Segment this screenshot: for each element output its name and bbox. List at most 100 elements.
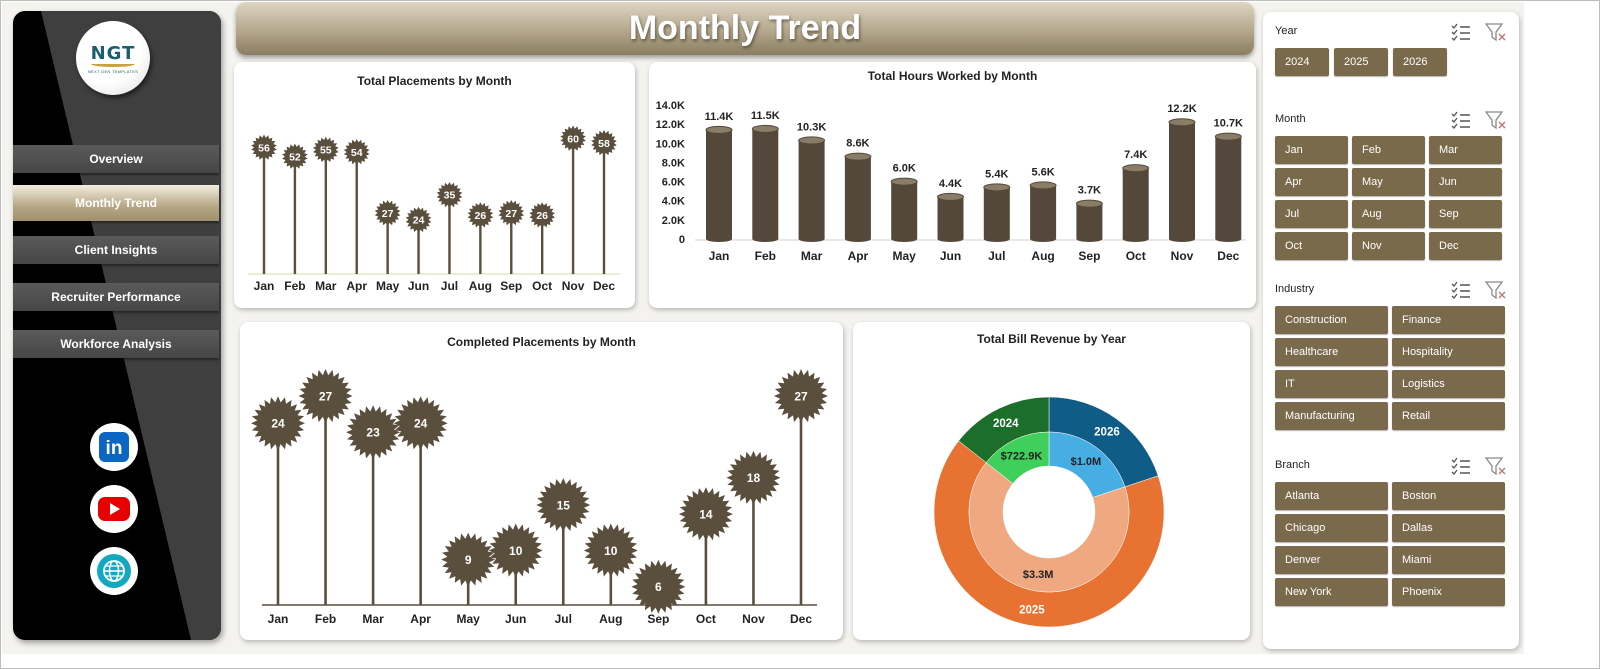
multi-select-icon[interactable] — [1451, 281, 1471, 299]
total-bill-revenue-chart-card: Total Bill Revenue by Year 2026 2025 2024 $… — [853, 322, 1250, 640]
industry-slicer-item[interactable]: Manufacturing — [1275, 402, 1388, 430]
bar[interactable] — [1168, 118, 1196, 242]
branch-slicer-item[interactable]: New York — [1275, 578, 1388, 606]
month-slicer-item[interactable]: Oct — [1275, 232, 1348, 260]
multi-select-icon[interactable] — [1451, 457, 1471, 475]
x-tick-label: Jul — [441, 279, 458, 293]
bar[interactable] — [890, 177, 918, 242]
lollipop-head[interactable] — [346, 405, 401, 460]
industry-slicer-item[interactable]: Hospitality — [1392, 338, 1505, 366]
month-slicer-item[interactable]: Jul — [1275, 200, 1348, 228]
lollipop-head[interactable] — [282, 143, 308, 170]
clear-filter-icon[interactable] — [1485, 456, 1507, 476]
bar[interactable] — [1122, 164, 1150, 242]
lollipop-head[interactable] — [298, 369, 353, 423]
multi-select-icon[interactable] — [1451, 111, 1471, 129]
x-tick-label: May — [457, 612, 481, 626]
lollipop-head[interactable] — [583, 523, 638, 578]
lollipop-head[interactable] — [631, 559, 686, 614]
month-slicer-item[interactable]: Feb — [1352, 136, 1425, 164]
lollipop-head[interactable] — [536, 478, 591, 532]
sidebar-decor — [41, 11, 221, 640]
website-button[interactable] — [90, 547, 138, 595]
branch-slicer-item[interactable]: Phoenix — [1392, 578, 1505, 606]
industry-slicer-item[interactable]: Healthcare — [1275, 338, 1388, 366]
lollipop-head[interactable] — [498, 200, 525, 226]
branch-slicer-item[interactable]: Chicago — [1275, 514, 1388, 542]
clear-filter-icon[interactable] — [1485, 280, 1507, 300]
branch-slicer-item[interactable]: Dallas — [1392, 514, 1505, 542]
industry-slicer-item[interactable]: Retail — [1392, 402, 1505, 430]
month-slicer-item[interactable]: Apr — [1275, 168, 1348, 196]
data-label: 52 — [289, 151, 301, 163]
branch-slicer-item[interactable]: Atlanta — [1275, 482, 1388, 510]
lollipop-head[interactable] — [467, 202, 494, 229]
bar[interactable] — [1029, 181, 1057, 242]
month-slicer-tools — [1451, 110, 1507, 130]
industry-slicer-item[interactable]: Construction — [1275, 306, 1388, 334]
year-slicer-item[interactable]: 2025 — [1334, 48, 1388, 76]
lollipop-head[interactable] — [251, 396, 305, 451]
month-slicer-item[interactable]: Jan — [1275, 136, 1348, 164]
month-slicer-item[interactable]: Jun — [1429, 168, 1502, 196]
month-slicer-item[interactable]: Nov — [1352, 232, 1425, 260]
data-label: 5.6K — [1031, 166, 1054, 178]
bar[interactable] — [705, 125, 733, 242]
month-slicer-item[interactable]: Dec — [1429, 232, 1502, 260]
inner-slice[interactable] — [985, 431, 1050, 484]
ngt-logo[interactable]: NGT NEXT GEN TEMPLATES — [76, 21, 150, 95]
month-slicer-item[interactable]: Sep — [1429, 200, 1502, 228]
bar[interactable] — [798, 136, 826, 242]
bar[interactable] — [1214, 132, 1242, 242]
lollipop-head[interactable] — [374, 200, 401, 226]
bar[interactable] — [844, 152, 872, 242]
month-slicer-item[interactable]: Aug — [1352, 200, 1425, 228]
bar[interactable] — [1075, 199, 1103, 242]
lollipop-head[interactable] — [441, 532, 496, 587]
lollipop-head[interactable] — [678, 487, 733, 542]
branch-slicer-item[interactable]: Boston — [1392, 482, 1505, 510]
year-slicer-item[interactable]: 2026 — [1393, 48, 1447, 76]
lollipop-head[interactable] — [251, 134, 277, 161]
lollipop-head[interactable] — [313, 136, 339, 163]
lollipop-head[interactable] — [405, 206, 432, 233]
lollipop-head[interactable] — [436, 182, 463, 208]
nav-workforce-analysis-button[interactable]: Workforce Analysis — [13, 330, 219, 358]
nav-label: Monthly Trend — [75, 196, 157, 210]
month-slicer-item[interactable]: Mar — [1429, 136, 1502, 164]
branch-slicer-item[interactable]: Miami — [1392, 546, 1505, 574]
data-label: 35 — [444, 190, 456, 202]
inner-slice[interactable] — [968, 462, 1130, 593]
industry-slicer-item[interactable]: Finance — [1392, 306, 1505, 334]
branch-slicer-item[interactable]: Denver — [1275, 546, 1388, 574]
bar[interactable] — [937, 192, 964, 242]
lollipop-head[interactable] — [726, 450, 781, 505]
nav-monthly-trend-button[interactable]: Monthly Trend — [13, 185, 219, 221]
lollipop-head[interactable] — [393, 396, 448, 451]
nav-overview-button[interactable]: Overview — [13, 145, 219, 173]
data-label: 6.0K — [893, 163, 916, 175]
clear-filter-icon[interactable] — [1485, 22, 1507, 42]
nav-recruiter-performance-button[interactable]: Recruiter Performance — [13, 283, 219, 311]
bar[interactable] — [983, 183, 1011, 242]
bar[interactable] — [751, 124, 779, 242]
linkedin-button[interactable]: in — [90, 423, 138, 471]
lollipop-head[interactable] — [343, 139, 370, 166]
month-slicer-item[interactable]: May — [1352, 168, 1425, 196]
industry-slicer-item[interactable]: Logistics — [1392, 370, 1505, 398]
year-slicer-item[interactable]: 2024 — [1275, 48, 1329, 76]
x-tick-label: Dec — [1217, 249, 1239, 263]
clear-filter-icon[interactable] — [1485, 110, 1507, 130]
x-tick-label: Apr — [848, 249, 869, 263]
lollipop-head[interactable] — [774, 369, 828, 423]
lollipop-head[interactable] — [529, 202, 555, 229]
lollipop-head[interactable] — [560, 125, 586, 152]
x-tick-label: Jan — [709, 249, 730, 263]
industry-slicer-item[interactable]: IT — [1275, 370, 1388, 398]
youtube-button[interactable] — [90, 485, 138, 533]
nav-client-insights-button[interactable]: Client Insights — [13, 236, 219, 264]
data-label: 24 — [271, 417, 285, 431]
multi-select-icon[interactable] — [1451, 23, 1471, 41]
lollipop-head[interactable] — [591, 130, 617, 156]
lollipop-head[interactable] — [488, 523, 543, 578]
